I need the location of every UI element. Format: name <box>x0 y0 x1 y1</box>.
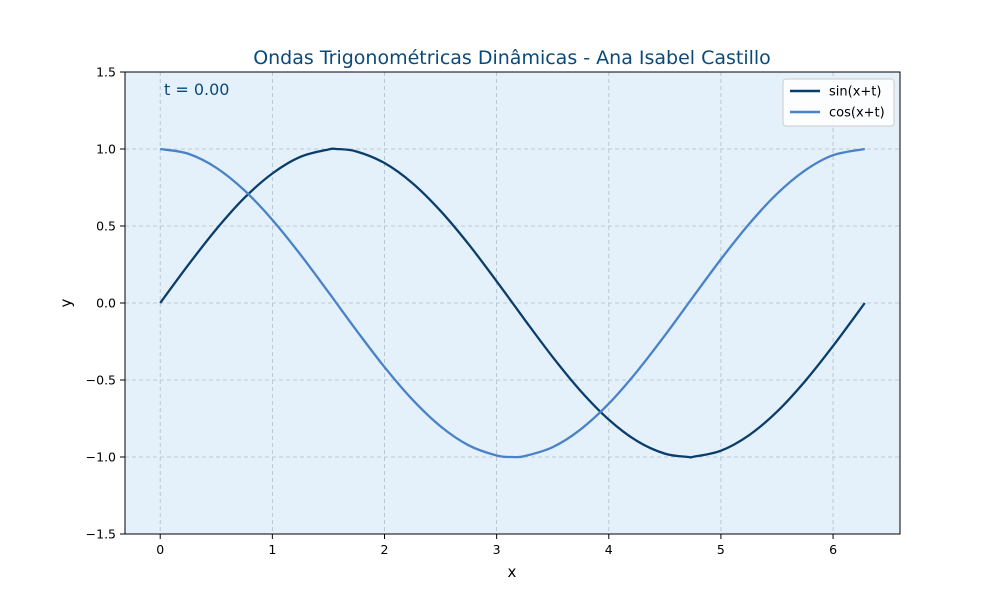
y-tick-label: −1.0 <box>86 450 116 465</box>
y-tick-label: 0.5 <box>96 219 116 234</box>
axis-ticks: 0 1 2 3 4 5 6 −1.5 −1.0 −0.5 0.0 0.5 1.0 1.5 <box>86 65 837 558</box>
series-layer <box>159 147 866 459</box>
series-line-sin <box>159 147 866 459</box>
legend-label-cos: cos(x+t) <box>829 106 885 121</box>
legend: sin(x+t) cos(x+t) <box>782 78 895 127</box>
y-tick-label: 0.0 <box>96 296 116 311</box>
x-tick-label: 5 <box>717 542 725 557</box>
x-tick-label: 4 <box>605 542 613 557</box>
y-tick-label: 1.0 <box>96 142 116 157</box>
legend-label-sin: sin(x+t) <box>829 85 881 100</box>
x-tick-label: 1 <box>268 542 276 557</box>
chart-title: Ondas Trigonométricas Dinâmicas - Ana Is… <box>253 47 771 69</box>
x-axis-label: x <box>508 563 517 581</box>
x-tick-label: 3 <box>493 542 501 557</box>
y-axis-label: y <box>57 298 75 307</box>
x-tick-label: 2 <box>381 542 389 557</box>
series-line-cos <box>160 147 866 459</box>
x-tick-label: 0 <box>156 542 164 557</box>
x-tick-label: 6 <box>829 542 837 557</box>
y-tick-label: −0.5 <box>86 373 116 388</box>
time-annotation: t = 0.00 <box>164 80 229 99</box>
y-tick-label: 1.5 <box>96 65 116 80</box>
y-tick-label: −1.5 <box>86 527 116 542</box>
